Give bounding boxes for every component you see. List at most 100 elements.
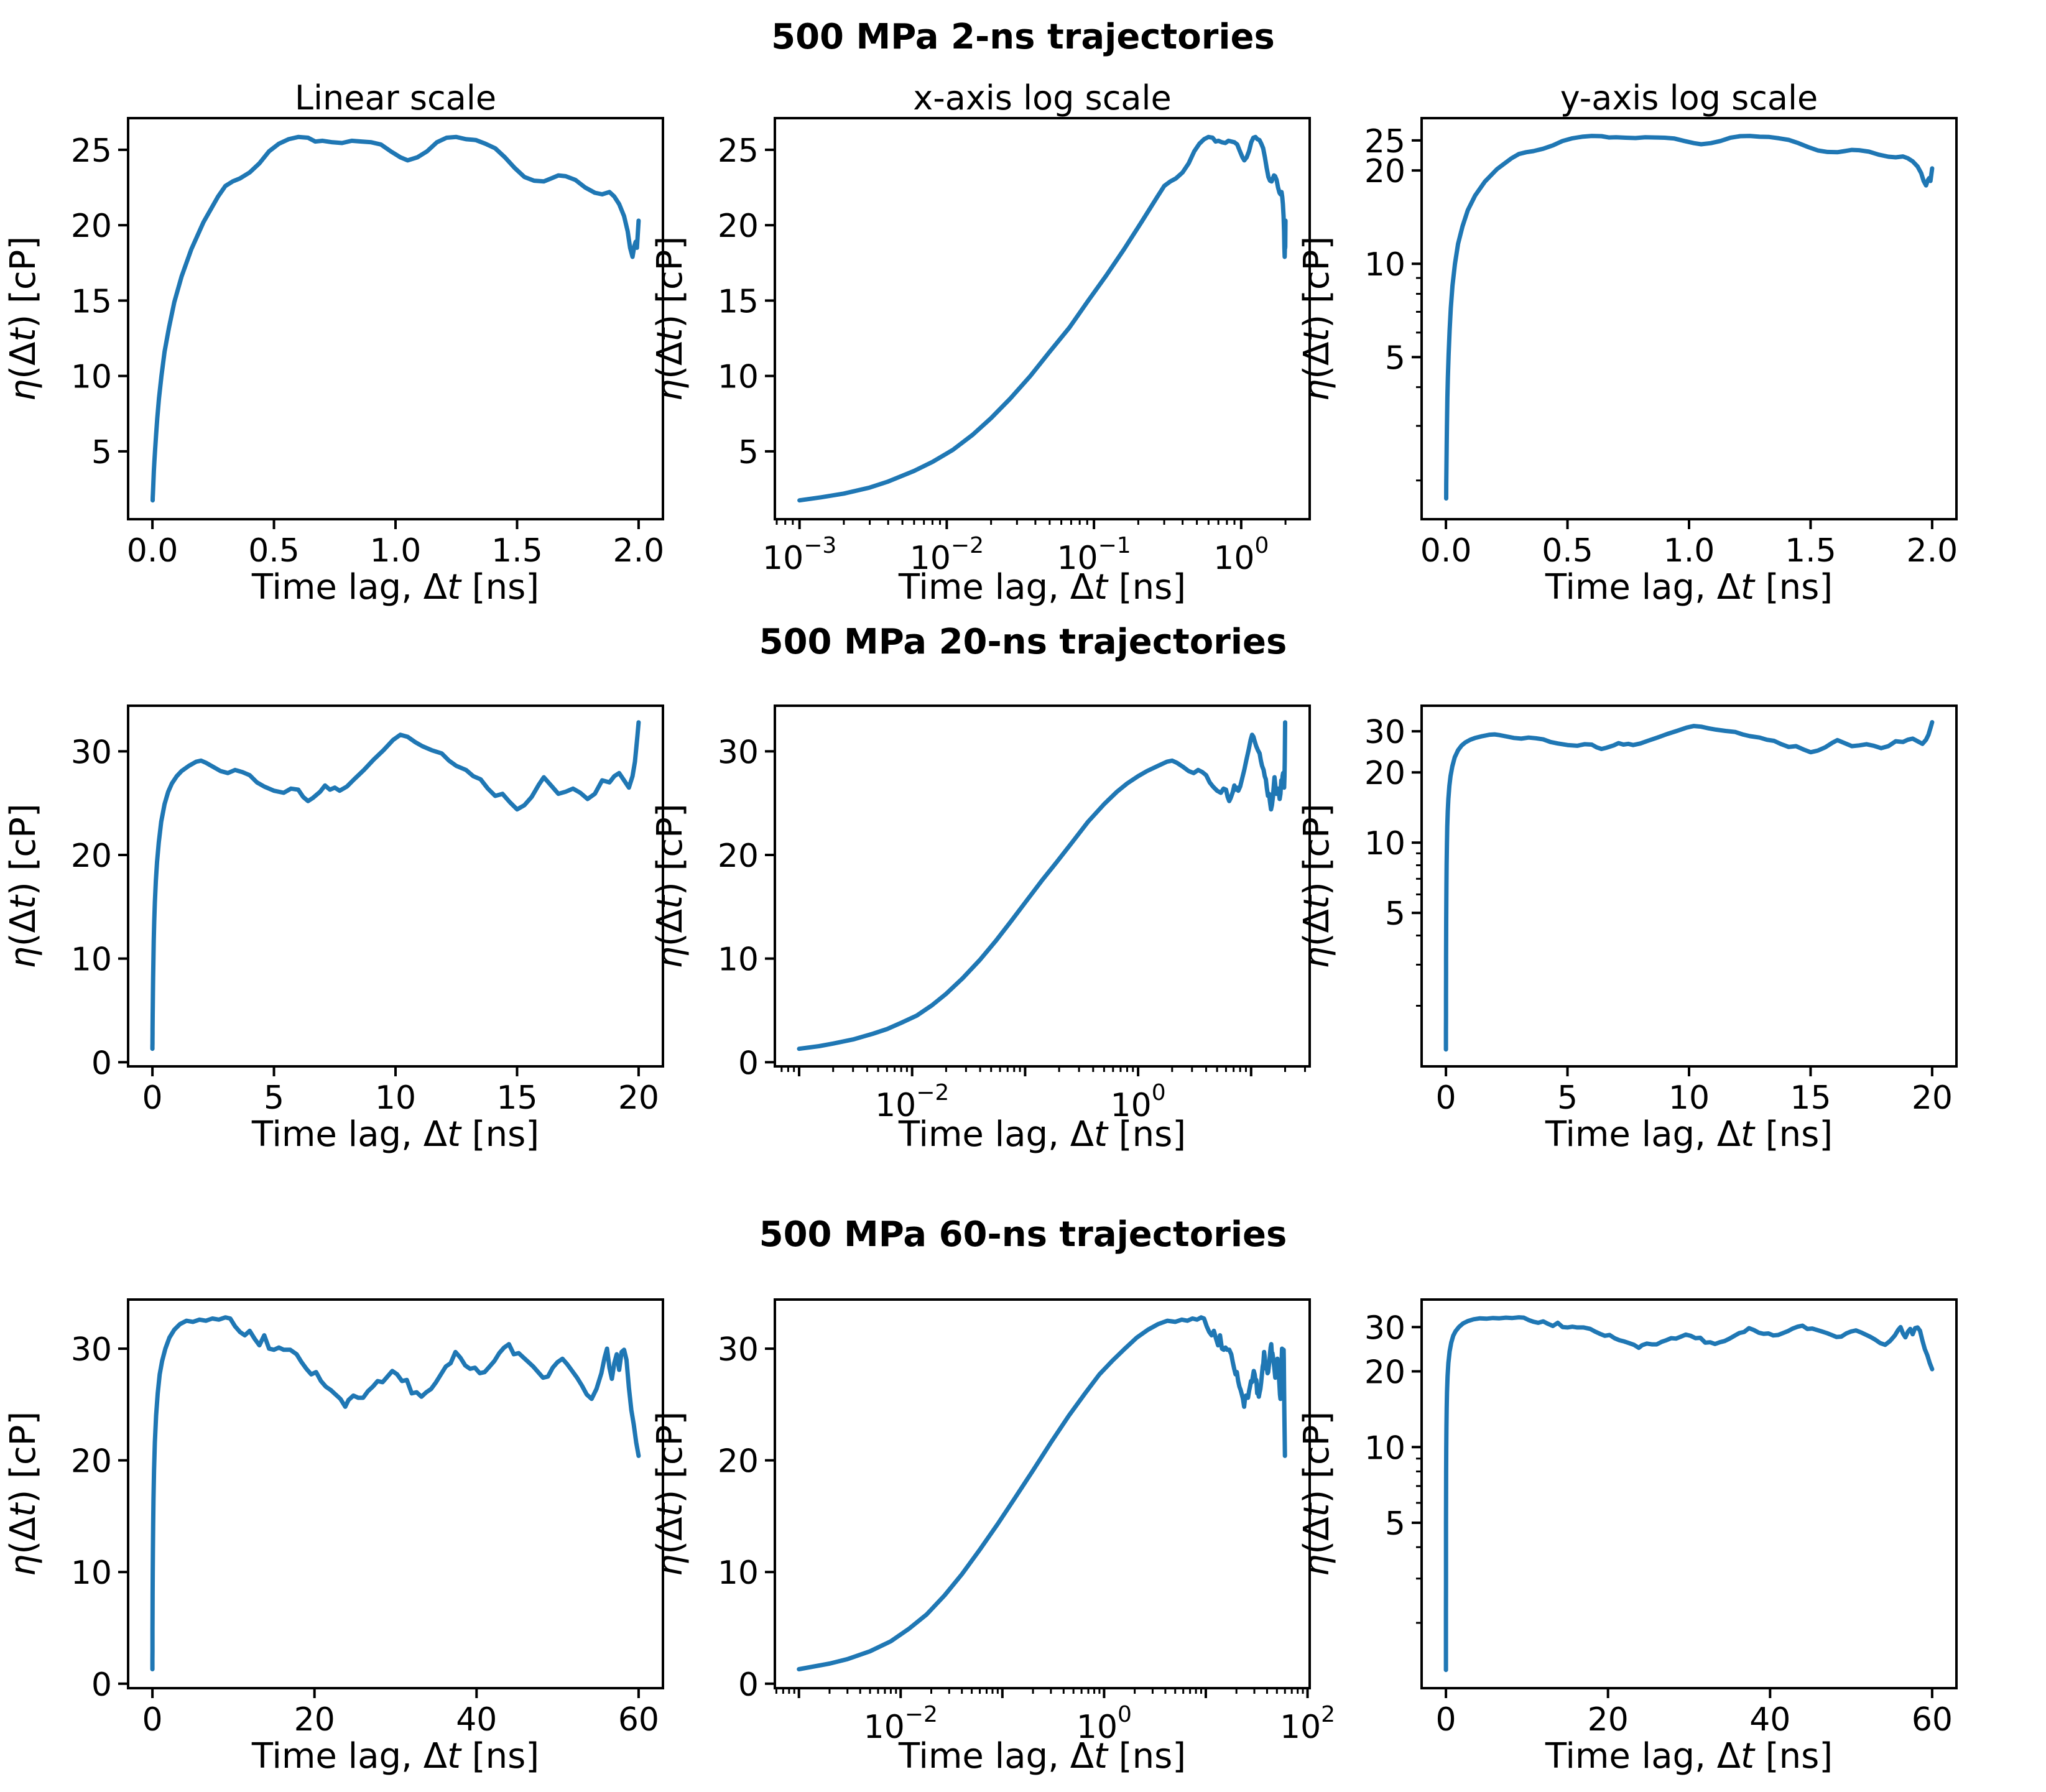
x-axis-label: Time lag, Δt [ns]: [1545, 1114, 1833, 1155]
viscosity-curve: [150, 134, 641, 503]
panel-20ns-logx: 10−2 100 0 10 20 30 Time lag, Δt [ns] η(Δt) [cP…: [650, 704, 1311, 1155]
y-tick-label: 10: [1364, 246, 1405, 284]
axes-spines: [127, 117, 664, 520]
y-tick-label: 20: [71, 208, 112, 245]
x-tick-label: 10−1: [1057, 533, 1131, 577]
y-tick-label: 20: [71, 1443, 112, 1480]
x-tick-label: 0.5: [248, 532, 300, 570]
axes-spines: [1420, 1298, 1958, 1689]
x-tick-label: 15: [1790, 1079, 1831, 1117]
y-axis-label: η(Δt) [cP]: [3, 803, 44, 969]
x-tick-label: 1.0: [1664, 532, 1715, 570]
axes-spines: [774, 117, 1311, 520]
y-tick-label: 30: [1364, 714, 1405, 751]
x-tick-label: 1.5: [1785, 532, 1836, 570]
x-tick-label: 10: [1669, 1079, 1710, 1117]
y-tick-label: 30: [718, 1331, 759, 1369]
panel-60ns-logy: 0 20 40 60 30 20 10 5 Time lag, Δt [ns] η(Δt) [cP…: [1297, 1298, 1958, 1776]
x-tick-label: 20: [1912, 1079, 1953, 1117]
x-tick-label: 0: [1436, 1079, 1456, 1117]
x-axis-label: Time lag, Δt [ns]: [251, 1114, 539, 1155]
x-tick-label: 102: [1280, 1702, 1335, 1746]
viscosity-curve: [797, 1315, 1287, 1671]
x-tick-label: 0.0: [1420, 532, 1472, 570]
y-tick-label: 10: [718, 941, 759, 979]
y-tick-label: 10: [71, 1554, 112, 1592]
axes-spines: [1420, 704, 1958, 1068]
x-axis-label: Time lag, Δt [ns]: [251, 567, 539, 607]
x-tick-label: 20: [294, 1701, 335, 1739]
x-tick-label: 5: [264, 1079, 284, 1117]
row-title-20ns: 500 MPa 20-ns trajectories: [759, 622, 1287, 662]
y-tick-label: 0: [91, 1666, 112, 1704]
viscosity-curve: [1443, 1315, 1935, 1673]
y-tick-label: 30: [71, 1331, 112, 1369]
y-tick-label: 20: [718, 208, 759, 245]
x-tick-label: 100: [1213, 533, 1269, 577]
y-tick-label: 0: [738, 1666, 759, 1704]
y-tick-label: 10: [71, 359, 112, 396]
panel-2ns-logx: 10−3 10−2 10−1 100 5 10 15 20 25 x-axis log scale…: [650, 78, 1311, 607]
x-tick-label: 40: [456, 1701, 497, 1739]
viscosity-curve: [797, 134, 1288, 503]
x-tick-label: 10−3: [762, 533, 836, 577]
x-axis-label: Time lag, Δt [ns]: [898, 567, 1186, 607]
viscosity-curve: [797, 720, 1287, 1051]
x-tick-label: 10−2: [864, 1702, 938, 1746]
x-tick-label: 60: [618, 1701, 659, 1739]
y-tick-label: 30: [71, 734, 112, 771]
panel-20ns-linear: 0 5 10 15 20 0 10 20 30 Time lag, Δt [ns] η(Δt) [c…: [3, 704, 664, 1155]
axes-spines: [1420, 117, 1958, 520]
row-title-60ns: 500 MPa 60-ns trajectories: [759, 1214, 1287, 1255]
viscosity-curve: [1443, 720, 1935, 1052]
x-axis-label: Time lag, Δt [ns]: [898, 1114, 1186, 1155]
x-tick-label: 100: [1111, 1080, 1166, 1124]
y-axis-label: η(Δt) [cP]: [1297, 803, 1337, 969]
y-axis-label: η(Δt) [cP]: [3, 1411, 44, 1577]
y-tick-label: 20: [1364, 153, 1405, 190]
x-tick-label: 2.0: [1907, 532, 1958, 570]
y-tick-label: 20: [718, 1443, 759, 1480]
viscosity-curve: [150, 1315, 641, 1671]
y-tick-label: 5: [1385, 339, 1405, 377]
y-tick-label: 10: [718, 1554, 759, 1592]
y-tick-label: 20: [718, 838, 759, 875]
x-tick-label: 10−2: [910, 533, 984, 577]
x-tick-label: 0: [1436, 1701, 1456, 1739]
panel-title: Linear scale: [295, 78, 496, 118]
x-axis-label: Time lag, Δt [ns]: [898, 1736, 1186, 1776]
y-tick-label: 25: [71, 132, 112, 170]
x-tick-label: 0.5: [1542, 532, 1593, 570]
x-tick-label: 5: [1557, 1079, 1578, 1117]
y-tick-label: 20: [1364, 1354, 1405, 1392]
x-tick-label: 20: [618, 1079, 659, 1117]
x-tick-label: 0: [142, 1079, 163, 1117]
x-axis-label: Time lag, Δt [ns]: [1545, 1736, 1833, 1776]
y-tick-label: 10: [1364, 1429, 1405, 1467]
panel-title: x-axis log scale: [913, 78, 1171, 118]
y-tick-label: 10: [1364, 825, 1405, 862]
panel-60ns-linear: 0 20 40 60 0 10 20 30 Time lag, Δt [ns] η(Δt) [cP…: [3, 1298, 664, 1776]
x-tick-label: 100: [1076, 1702, 1132, 1746]
x-tick-label: 60: [1912, 1701, 1953, 1739]
y-axis-label: η(Δt) [cP]: [650, 1411, 690, 1577]
x-tick-label: 1.5: [491, 532, 543, 570]
y-tick-label: 20: [1364, 755, 1405, 792]
axes-spines: [127, 1298, 664, 1689]
y-axis-label: η(Δt) [cP]: [650, 803, 690, 969]
y-tick-label: 5: [1385, 895, 1405, 933]
axes-spines: [774, 704, 1311, 1068]
y-tick-label: 0: [91, 1045, 112, 1082]
y-tick-label: 5: [91, 434, 112, 471]
row-title-2ns: 500 MPa 2-ns trajectories: [771, 17, 1275, 57]
x-axis-label: Time lag, Δt [ns]: [1545, 567, 1833, 607]
x-tick-label: 15: [496, 1079, 537, 1117]
y-tick-label: 30: [1364, 1309, 1405, 1347]
y-axis-label: η(Δt) [cP]: [650, 236, 690, 402]
viscosity-curve: [1444, 134, 1935, 501]
